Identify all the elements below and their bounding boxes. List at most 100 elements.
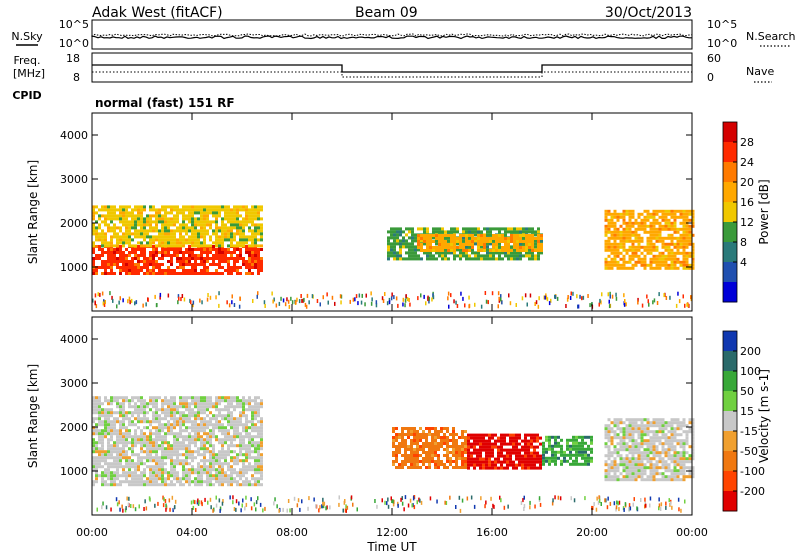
data-cell bbox=[233, 214, 236, 218]
data-cell bbox=[143, 260, 146, 263]
data-cell bbox=[194, 223, 197, 227]
data-cell bbox=[257, 251, 260, 254]
data-cell bbox=[134, 438, 137, 442]
data-cell bbox=[575, 450, 578, 454]
data-cell bbox=[194, 241, 197, 245]
radar-title: Adak West (fitACF) bbox=[92, 5, 223, 21]
data-cell bbox=[215, 456, 218, 460]
data-cell bbox=[251, 465, 254, 469]
data-cell bbox=[670, 430, 674, 434]
data-cell bbox=[655, 421, 659, 425]
data-cell bbox=[134, 468, 137, 472]
data-cell bbox=[203, 462, 206, 466]
data-cell bbox=[119, 459, 122, 463]
data-cell bbox=[486, 248, 489, 252]
data-cell bbox=[200, 408, 203, 412]
data-cell bbox=[140, 244, 143, 248]
data-cell bbox=[137, 399, 140, 403]
data-cell bbox=[682, 224, 686, 228]
data-cell bbox=[395, 427, 398, 430]
data-cell bbox=[257, 477, 260, 481]
data-cell bbox=[107, 205, 110, 209]
data-cell bbox=[676, 463, 680, 467]
data-cell bbox=[110, 438, 113, 442]
data-cell bbox=[107, 399, 110, 403]
data-cell bbox=[667, 421, 671, 425]
data-cell bbox=[152, 266, 155, 269]
data-cell bbox=[239, 266, 242, 269]
data-cell bbox=[468, 234, 471, 237]
data-cell bbox=[155, 480, 158, 484]
data-cell bbox=[251, 468, 254, 472]
data-cell bbox=[673, 257, 677, 261]
data-cell bbox=[230, 272, 233, 275]
data-cell bbox=[468, 257, 471, 261]
data-cell bbox=[670, 233, 674, 237]
data-cell bbox=[435, 227, 438, 231]
data-cell bbox=[128, 468, 131, 472]
data-cell bbox=[575, 453, 578, 457]
data-cell bbox=[473, 466, 476, 470]
data-cell bbox=[164, 235, 167, 239]
data-cell bbox=[104, 435, 107, 439]
data-cell bbox=[587, 462, 590, 466]
data-cell bbox=[140, 402, 143, 406]
data-cell bbox=[248, 450, 251, 454]
speckle-mark bbox=[287, 299, 290, 304]
data-cell bbox=[155, 244, 158, 248]
data-cell bbox=[489, 227, 492, 231]
data-cell bbox=[119, 453, 122, 457]
data-cell bbox=[137, 214, 140, 218]
data-cell bbox=[649, 266, 653, 270]
data-cell bbox=[161, 456, 164, 460]
data-cell bbox=[206, 251, 209, 254]
data-cell bbox=[209, 432, 212, 436]
data-cell bbox=[191, 208, 194, 212]
data-cell bbox=[649, 215, 653, 219]
data-cell bbox=[652, 257, 656, 261]
data-cell bbox=[431, 448, 434, 451]
data-cell bbox=[134, 257, 137, 260]
data-cell bbox=[473, 448, 476, 452]
data-cell bbox=[619, 251, 623, 255]
data-cell bbox=[485, 439, 488, 443]
data-cell bbox=[197, 229, 200, 233]
data-cell bbox=[221, 441, 224, 445]
data-cell bbox=[625, 233, 629, 237]
speckle-mark bbox=[500, 297, 502, 302]
data-cell bbox=[188, 263, 191, 266]
data-cell bbox=[200, 254, 203, 257]
data-cell bbox=[474, 257, 477, 261]
data-cell bbox=[116, 441, 119, 445]
data-cell bbox=[191, 423, 194, 427]
data-cell bbox=[462, 243, 465, 246]
data-cell bbox=[604, 463, 608, 467]
data-cell bbox=[476, 436, 479, 440]
data-cell bbox=[670, 263, 674, 267]
data-cell bbox=[107, 260, 110, 263]
speckle-mark bbox=[142, 303, 144, 308]
speckle-mark bbox=[384, 292, 386, 296]
data-cell bbox=[643, 245, 647, 249]
speckle-mark bbox=[582, 295, 585, 300]
data-cell bbox=[101, 477, 104, 481]
speckle-mark bbox=[637, 297, 639, 302]
data-cell bbox=[667, 478, 671, 482]
data-cell bbox=[224, 217, 227, 221]
data-cell bbox=[431, 445, 434, 448]
speckle-mark bbox=[99, 292, 101, 297]
data-cell bbox=[206, 229, 209, 233]
data-cell bbox=[435, 251, 438, 255]
data-cell bbox=[254, 208, 257, 212]
data-cell bbox=[179, 251, 182, 254]
data-cell bbox=[221, 226, 224, 230]
data-cell bbox=[224, 405, 227, 409]
data-cell bbox=[682, 421, 686, 425]
data-cell bbox=[215, 205, 218, 209]
data-cell bbox=[236, 220, 239, 224]
data-cell bbox=[260, 232, 263, 236]
data-cell bbox=[170, 217, 173, 221]
data-cell bbox=[616, 418, 620, 422]
data-cell bbox=[239, 438, 242, 442]
data-cell bbox=[221, 477, 224, 481]
